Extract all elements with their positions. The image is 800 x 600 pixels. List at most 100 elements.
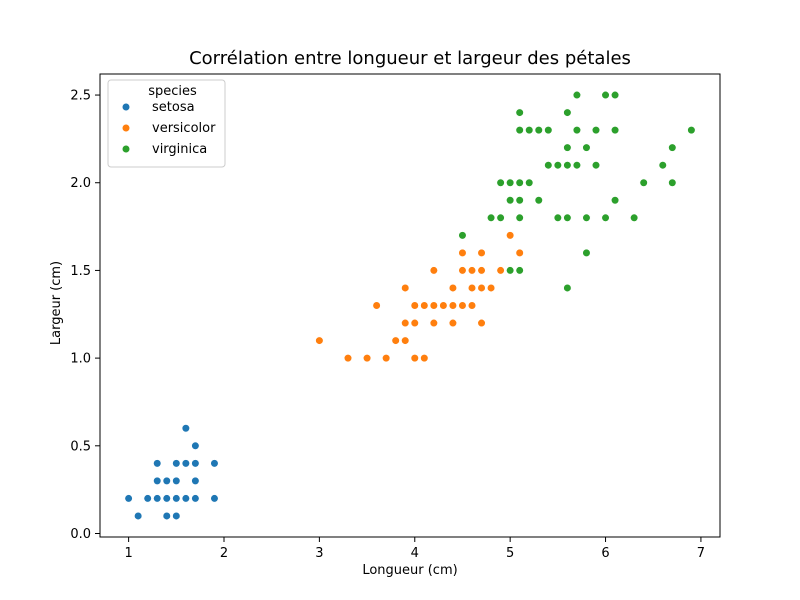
data-point-virginica [458,231,467,240]
data-point-setosa [162,476,171,485]
data-point-virginica [486,213,496,222]
data-point-virginica [687,126,696,135]
data-point-versicolor [506,231,515,240]
data-point-setosa [191,459,200,468]
y-axis-ticks: 0.0 0.5 1.0 1.5 2.0 2.5 [70,89,100,542]
y-axis-label: Largeur (cm) [49,261,64,345]
data-point-virginica [572,126,582,135]
data-point-virginica [506,178,515,187]
data-point-setosa [191,476,200,485]
x-axis-ticks: 1 2 3 4 5 6 7 [124,537,705,561]
data-point-versicolor [467,301,477,310]
legend-marker-virginica [121,144,131,154]
data-point-versicolor [401,318,410,328]
y-tick-label: 2.5 [70,89,91,104]
data-point-versicolor [477,318,486,328]
data-point-versicolor [420,354,429,363]
series-setosa [124,424,219,521]
data-point-setosa [191,441,200,450]
legend-marker-setosa [121,102,131,112]
data-point-setosa [210,494,219,503]
data-point-versicolor [391,336,400,345]
data-point-versicolor [515,248,524,257]
x-tick-label: 3 [315,546,323,561]
data-point-virginica [544,126,553,135]
data-point-setosa [181,424,190,433]
data-point-versicolor [410,354,419,363]
data-point-virginica [515,126,524,135]
y-tick-label: 1.5 [70,264,91,279]
data-point-virginica [515,196,524,205]
data-point-virginica [563,143,572,152]
data-point-virginica [601,90,610,100]
data-point-versicolor [410,301,419,310]
data-point-versicolor [467,266,477,275]
data-point-virginica [591,126,601,135]
data-point-virginica [658,161,667,170]
legend-label-virginica: virginica [152,142,207,157]
y-tick-label: 0.5 [70,439,91,454]
legend-title: species [148,84,197,99]
data-point-setosa [153,494,162,503]
data-point-versicolor [429,301,438,310]
axes-border [99,73,721,538]
data-point-setosa [172,476,181,485]
legend-label-setosa: setosa [152,100,195,115]
data-point-versicolor [410,318,419,328]
data-point-virginica [525,178,534,187]
data-point-virginica [563,213,572,222]
y-tick-label: 1.0 [70,352,91,367]
data-point-setosa [172,511,181,521]
data-point-versicolor [486,283,496,293]
data-point-versicolor [458,248,467,257]
data-point-versicolor [372,301,381,310]
data-point-virginica [496,213,505,222]
data-point-versicolor [458,266,467,275]
data-point-virginica [534,196,543,205]
data-point-versicolor [420,301,429,310]
data-points [124,90,696,521]
data-point-versicolor [477,266,486,275]
data-point-virginica [515,213,524,222]
data-point-virginica [506,196,515,205]
data-point-virginica [582,143,591,152]
data-point-virginica [610,90,620,100]
data-point-setosa [153,459,162,468]
legend-box [107,79,226,168]
data-point-versicolor [429,266,438,275]
x-tick-label: 4 [411,546,419,561]
y-tick-label: 2.0 [70,176,91,191]
x-tick-label: 5 [506,546,514,561]
x-tick-label: 1 [124,546,132,561]
data-point-versicolor [429,318,438,328]
data-point-virginica [610,126,620,135]
data-point-virginica [591,161,601,170]
series-versicolor [315,231,524,363]
data-point-virginica [630,213,639,222]
data-point-setosa [124,494,133,503]
data-point-setosa [134,511,143,521]
data-point-virginica [668,178,677,187]
data-point-setosa [210,459,219,468]
legend-marker-versicolor [121,123,131,133]
data-point-virginica [515,178,524,187]
data-point-setosa [191,494,200,503]
data-point-versicolor [458,301,467,310]
chart-title: Corrélation entre longueur et largeur de… [189,48,631,69]
data-point-setosa [153,476,162,485]
data-point-virginica [563,108,572,117]
x-tick-label: 6 [601,546,609,561]
data-point-versicolor [439,301,448,310]
data-point-setosa [172,459,181,468]
data-point-versicolor [362,354,372,363]
legend-label-versicolor: versicolor [152,121,216,136]
data-point-virginica [553,161,562,170]
data-point-versicolor [477,248,486,257]
x-tick-label: 2 [220,546,228,561]
data-point-virginica [515,266,524,275]
data-point-setosa [181,459,190,468]
x-axis-label: Longueur (cm) [362,563,457,578]
data-point-versicolor [448,301,458,310]
